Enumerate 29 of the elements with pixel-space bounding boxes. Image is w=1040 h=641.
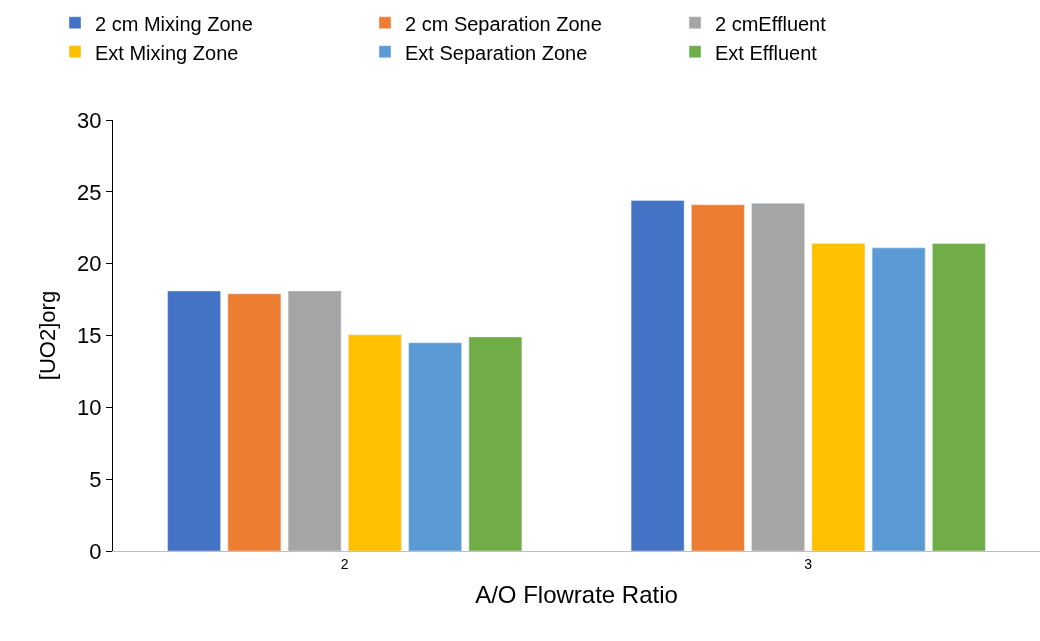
bar xyxy=(871,247,926,551)
legend-label: 2 cmEffluent xyxy=(715,12,827,35)
bar xyxy=(408,342,462,551)
y-tick-label: 0 xyxy=(89,538,102,564)
y-tick-label: 10 xyxy=(77,395,102,421)
y-tick-label: 15 xyxy=(77,323,102,349)
bar xyxy=(811,243,866,551)
bar xyxy=(348,334,402,551)
y-tick-label: 30 xyxy=(77,107,102,133)
bar xyxy=(630,200,685,551)
bar xyxy=(167,290,221,551)
y-tick-label: 20 xyxy=(77,251,102,277)
x-tick-label: 2 xyxy=(340,555,349,572)
bar xyxy=(468,336,523,551)
y-axis-title: [UO2]org xyxy=(34,290,60,381)
bar xyxy=(691,204,745,551)
legend-label: Ext Separation Zone xyxy=(405,41,588,64)
bar xyxy=(751,203,805,551)
bar xyxy=(287,290,342,551)
legend-label: 2 cm Mixing Zone xyxy=(95,12,253,35)
bar xyxy=(932,243,986,551)
x-axis-title: A/O Flowrate Ratio xyxy=(475,581,678,609)
legend-label: 2 cm Separation Zone xyxy=(405,12,602,35)
y-tick-label: 25 xyxy=(77,179,102,205)
x-tick-label: 3 xyxy=(804,555,813,572)
legend-label: Ext Effluent xyxy=(715,41,818,64)
bar xyxy=(227,293,282,551)
legend-label: Ext Mixing Zone xyxy=(95,41,239,64)
y-tick-label: 5 xyxy=(89,466,102,492)
